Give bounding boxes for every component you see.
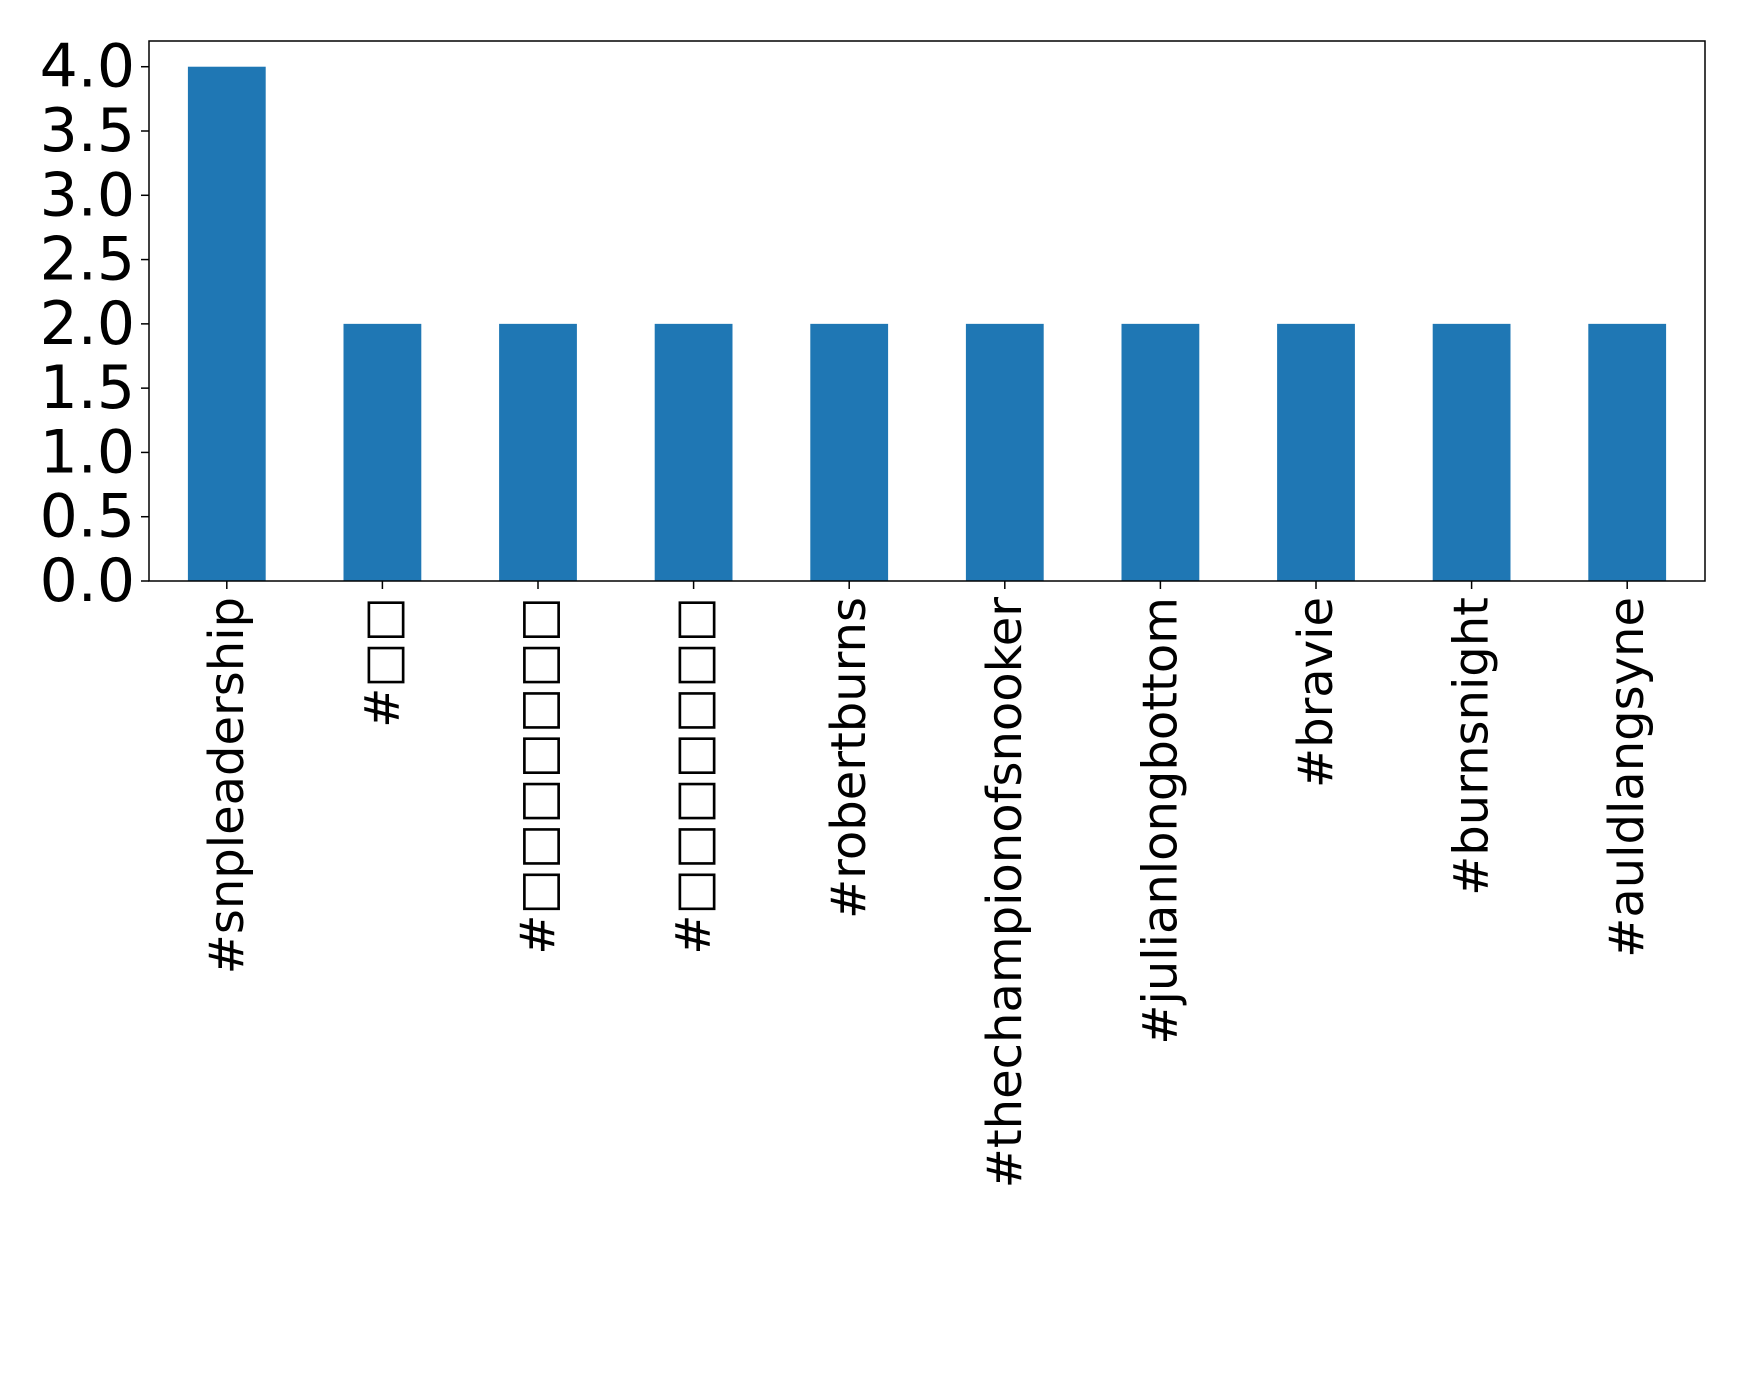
bar bbox=[810, 323, 889, 581]
x-tick-label: #bravie bbox=[1288, 597, 1344, 788]
bar bbox=[1432, 323, 1511, 581]
bar bbox=[343, 323, 422, 581]
y-tick-label: 1.5 bbox=[40, 353, 135, 423]
x-axis: #snpleadership #□□ #□□□□□□□ #□□□□□□□ #robert… bbox=[199, 581, 1655, 1188]
bar bbox=[1277, 323, 1355, 581]
bars-group bbox=[187, 66, 1667, 581]
bar bbox=[654, 323, 733, 581]
plot-area-frame bbox=[148, 40, 1706, 582]
y-tick-label: 4.0 bbox=[40, 32, 135, 102]
x-tick-label: #□□ bbox=[354, 597, 410, 728]
x-tick-label: #thechampionofsnooker bbox=[977, 597, 1033, 1189]
y-tick-label: 0.5 bbox=[40, 482, 135, 552]
y-tick-label: 2.5 bbox=[40, 225, 135, 295]
y-axis: 0.00.51.01.52.02.53.03.54.0 bbox=[40, 32, 149, 616]
x-tick-label: #julianlongbottom bbox=[1132, 597, 1188, 1045]
y-tick-label: 2.0 bbox=[40, 289, 135, 359]
bar bbox=[1121, 323, 1200, 581]
y-tick-label: 3.5 bbox=[40, 96, 135, 166]
bar bbox=[1588, 323, 1667, 581]
bar bbox=[499, 323, 577, 581]
x-tick-label: #snpleadership bbox=[199, 597, 255, 974]
x-tick-label: #burnsnight bbox=[1444, 597, 1500, 896]
y-tick-label: 1.0 bbox=[40, 417, 135, 487]
y-tick-label: 0.0 bbox=[40, 546, 135, 616]
x-tick-label: #robertburns bbox=[821, 597, 877, 919]
x-tick-label: #□□□□□□□ bbox=[666, 597, 722, 955]
x-tick-label: #auldlangsyne bbox=[1599, 597, 1655, 958]
bar bbox=[187, 66, 266, 581]
x-tick-label: #□□□□□□□ bbox=[510, 597, 566, 955]
bar bbox=[965, 323, 1044, 581]
y-tick-label: 3.0 bbox=[40, 160, 135, 230]
